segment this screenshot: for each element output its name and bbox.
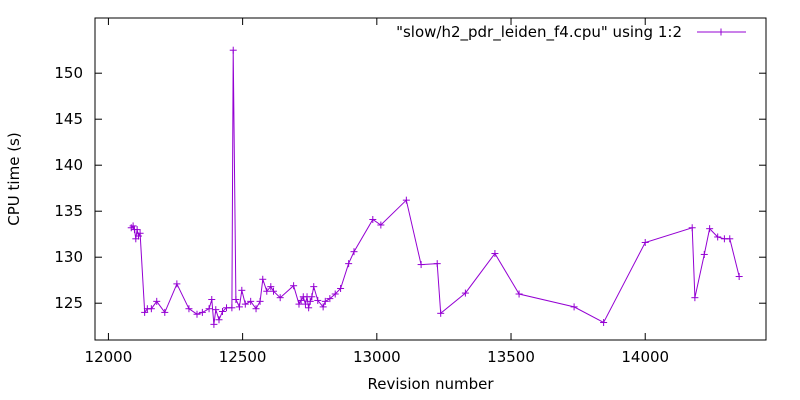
- data-point: [136, 229, 144, 237]
- data-point: [641, 238, 649, 246]
- data-point: [491, 250, 499, 258]
- data-point: [301, 300, 309, 308]
- y-tick-label: 145: [54, 110, 83, 128]
- data-point: [319, 303, 327, 311]
- series-line: [130, 50, 740, 325]
- data-point: [256, 297, 264, 305]
- data-point: [129, 222, 137, 230]
- data-point: [714, 233, 722, 241]
- data-point: [417, 261, 425, 269]
- data-point: [212, 306, 220, 314]
- data-point: [377, 221, 385, 229]
- data-point: [198, 308, 206, 316]
- data-point: [228, 304, 236, 312]
- data-point: [515, 290, 523, 298]
- x-tick-label: 13500: [487, 348, 535, 366]
- data-point: [229, 46, 237, 54]
- data-point: [235, 303, 243, 311]
- data-point: [297, 296, 305, 304]
- data-point: [337, 284, 345, 292]
- data-point: [153, 297, 161, 305]
- data-point: [276, 294, 284, 302]
- data-point: [205, 305, 213, 313]
- x-tick-label: 12000: [85, 348, 133, 366]
- data-point: [241, 300, 249, 308]
- x-tick-label: 12500: [219, 348, 267, 366]
- data-point: [345, 260, 353, 268]
- data-point: [326, 295, 334, 303]
- y-tick-label: 135: [54, 202, 83, 220]
- data-point: [433, 260, 441, 268]
- y-axis-label: CPU time (s): [5, 132, 23, 225]
- data-point: [735, 273, 743, 281]
- x-axis: 12000 12500 13000 13500 14000: [85, 18, 669, 366]
- data-point: [263, 287, 271, 295]
- data-point: [147, 305, 155, 313]
- data-point: [688, 224, 696, 232]
- data-point: [331, 290, 339, 298]
- data-point: [306, 297, 314, 305]
- legend-marker: [717, 28, 725, 36]
- plot-frame: [94, 17, 767, 341]
- data-point: [173, 280, 181, 288]
- data-point: [215, 316, 223, 324]
- data-point: [133, 226, 141, 234]
- data-point: [461, 289, 469, 297]
- data-point: [161, 308, 169, 316]
- y-axis: 125 130 135 140 145 150: [54, 64, 766, 312]
- data-point: [314, 296, 322, 304]
- plot-area: [94, 17, 767, 341]
- data-point: [193, 310, 201, 318]
- data-point: [437, 309, 445, 317]
- data-point: [295, 300, 303, 308]
- data-point: [691, 294, 699, 302]
- data-point: [321, 297, 329, 305]
- data-point: [127, 224, 135, 232]
- data-point: [310, 283, 318, 291]
- y-tick-label: 125: [54, 294, 83, 312]
- y-tick-label: 130: [54, 248, 83, 266]
- legend: "slow/h2_pdr_leiden_f4.cpu" using 1:2: [396, 23, 746, 42]
- data-point: [185, 305, 193, 313]
- data-point: [208, 296, 216, 304]
- data-point: [706, 225, 714, 233]
- y-tick-label: 140: [54, 156, 83, 174]
- data-point: [210, 320, 218, 328]
- series-layer: [127, 46, 743, 328]
- data-point: [402, 196, 410, 204]
- data-point: [141, 308, 149, 316]
- x-tick-label: 13000: [353, 348, 401, 366]
- data-point: [700, 250, 708, 258]
- data-point: [600, 319, 608, 327]
- data-point: [218, 307, 226, 315]
- x-tick-label: 14000: [621, 348, 669, 366]
- data-point: [350, 248, 358, 256]
- data-point: [290, 282, 298, 290]
- data-point: [238, 286, 246, 294]
- data-point: [267, 283, 275, 291]
- data-point: [269, 287, 277, 295]
- data-point: [305, 304, 313, 312]
- data-point: [252, 305, 260, 313]
- legend-label: "slow/h2_pdr_leiden_f4.cpu" using 1:2: [396, 23, 682, 42]
- data-point: [232, 296, 240, 304]
- x-axis-label: Revision number: [368, 375, 495, 393]
- data-point: [369, 215, 377, 223]
- data-point: [308, 293, 316, 301]
- y-tick-label: 150: [54, 64, 83, 82]
- data-point: [259, 275, 267, 283]
- legend-marker-plus: [717, 28, 725, 36]
- data-point: [726, 235, 734, 243]
- data-point: [247, 297, 255, 305]
- data-point: [570, 303, 578, 311]
